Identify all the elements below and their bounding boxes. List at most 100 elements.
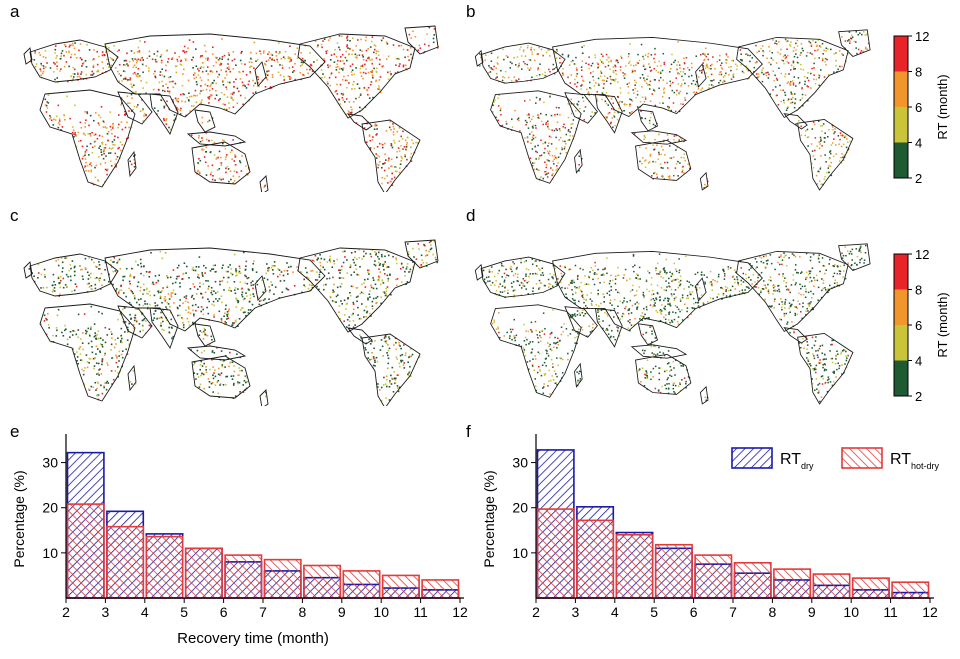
- colorbar-segment-8-12: [894, 254, 908, 290]
- legend-swatch-hot-dry: [841, 447, 883, 469]
- coastline-greenland: [838, 29, 871, 57]
- y-tick-label: 30: [512, 455, 528, 471]
- coastline-madagascar: [127, 364, 137, 392]
- map-d: [474, 243, 871, 405]
- coastline-se-asia: [637, 109, 658, 132]
- coastline-india: [149, 93, 179, 135]
- coastline-japan: [695, 277, 707, 302]
- colorbar-label: RT (month): [935, 74, 950, 139]
- bar-hot-dry-8: [303, 564, 342, 599]
- coastline-se-asia: [194, 109, 216, 133]
- coastline-indonesia: [630, 130, 688, 145]
- x-axis-label: Recovery time (month): [177, 630, 329, 647]
- coastline-madagascar: [127, 150, 137, 178]
- bar-hot-dry-2: [66, 503, 105, 599]
- bar-hot-dry-5: [654, 543, 693, 599]
- colorbar-tick-label: 6: [915, 318, 922, 333]
- map-b: [474, 29, 871, 191]
- coastline-europe: [29, 39, 119, 83]
- x-tick-label: 9: [338, 604, 346, 620]
- x-tick-label: 7: [729, 604, 737, 620]
- x-tick-label: 5: [650, 604, 658, 620]
- y-tick-label: 30: [42, 455, 58, 471]
- colorbar-segment-8-12: [894, 36, 908, 72]
- panel-label-b: b: [466, 2, 476, 21]
- coastline-asia: [104, 247, 326, 332]
- coastline-arabia: [117, 91, 153, 125]
- y-axis-label: Percentage (%): [481, 470, 497, 567]
- coastline-north-america: [736, 250, 849, 333]
- colorbar-top: 12 8 6 4 2 RT (month): [893, 29, 950, 186]
- bar-hot-dry-10: [381, 574, 420, 599]
- x-tick-label: 11: [413, 604, 428, 620]
- bar-hot-dry-3: [576, 519, 615, 599]
- series-hot-dry: [536, 508, 930, 599]
- coastline-india: [594, 308, 623, 348]
- bar-hot-dry-11: [891, 581, 930, 599]
- x-tick-label: 12: [452, 604, 468, 620]
- x-tick-label: 10: [843, 604, 859, 620]
- coastline-new-zealand: [699, 171, 709, 191]
- coastline-europe: [480, 256, 566, 298]
- coastline-new-zealand: [699, 385, 709, 405]
- coastline-indonesia: [186, 131, 247, 147]
- x-tick-label: 2: [532, 604, 540, 620]
- coastline-europe: [29, 253, 119, 297]
- bar-hot-dry-11: [421, 579, 460, 599]
- bar-hot-dry-6: [224, 554, 263, 599]
- colorbar-middle: 12 8 6 4 2 RT (month): [893, 247, 950, 404]
- series-hot-dry: [66, 503, 460, 599]
- bar-hot-dry-6: [694, 554, 733, 599]
- coastline-greenland: [404, 25, 439, 55]
- legend-label-hot-dry: RThot-dry: [890, 451, 940, 471]
- colorbar-segment-2-4: [894, 142, 908, 178]
- coastline-australia: [191, 141, 251, 185]
- colorbar-segment-2-4: [894, 360, 908, 396]
- coastline-north-america: [297, 33, 416, 119]
- map-b-pixels: [478, 31, 870, 189]
- legend-swatch-dry: [731, 447, 773, 469]
- colorbar-segment-6-8: [894, 71, 908, 107]
- x-tick-label: 10: [373, 604, 389, 620]
- x-tick-label: 6: [690, 604, 698, 620]
- bar-hot-dry-7: [263, 558, 302, 599]
- y-tick-label: 10: [42, 545, 58, 561]
- coastline-india: [149, 307, 179, 349]
- x-tick-label: 8: [769, 604, 777, 620]
- colorbar-tick-label: 8: [915, 283, 922, 298]
- bar-hot-dry-3: [106, 525, 145, 599]
- coastline-central-america: [783, 113, 808, 130]
- colorbar-tick-label: 2: [915, 389, 922, 404]
- coastline-japan: [695, 63, 707, 88]
- bar-hot-dry-2: [536, 508, 575, 599]
- panel-label-d: d: [466, 206, 476, 225]
- coastline-south-america: [361, 333, 421, 406]
- coastline-uk: [474, 49, 484, 67]
- x-tick-label: 4: [611, 604, 619, 620]
- coastline-new-zealand: [259, 175, 269, 192]
- coastline-se-asia: [637, 323, 658, 346]
- coastline-arabia: [564, 92, 598, 124]
- coastline-new-zealand: [259, 389, 269, 406]
- bar-hot-dry-4: [145, 535, 184, 599]
- coastline-madagascar: [574, 148, 583, 174]
- y-tick-label: 10: [512, 545, 528, 561]
- x-tick-label: 6: [220, 604, 228, 620]
- x-tick-label: 9: [808, 604, 816, 620]
- bar-hot-dry-5: [184, 547, 223, 599]
- coastline-arabia: [564, 306, 598, 338]
- legend-label-dry: RTdry: [780, 451, 814, 471]
- coastline-north-america: [736, 36, 849, 119]
- coastline-indonesia: [186, 345, 247, 361]
- bar-hot-dry-9: [342, 570, 381, 599]
- panel-label-e: e: [10, 422, 20, 441]
- map-c-pixels: [28, 240, 438, 402]
- coastline-australia: [635, 353, 692, 395]
- coastline-australia: [635, 139, 692, 181]
- map-a: [23, 25, 440, 192]
- coastline-madagascar: [574, 362, 583, 388]
- bar-hot-dry-10: [851, 577, 890, 599]
- coastline-south-america: [797, 332, 854, 405]
- coastline-asia: [552, 36, 763, 118]
